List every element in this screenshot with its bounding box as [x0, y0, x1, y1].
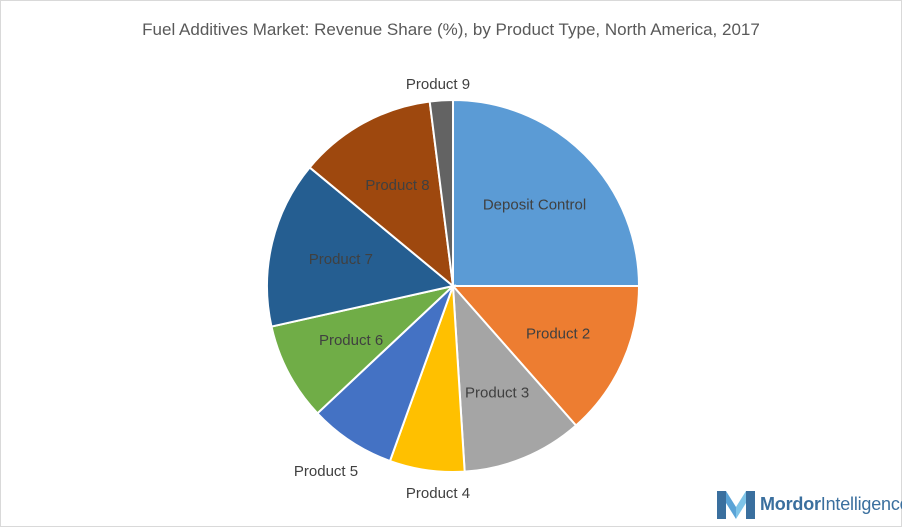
slice-product-6: [270, 284, 457, 415]
label-product-9: Product 9: [406, 76, 470, 93]
label-deposit-control: Deposit Control: [483, 196, 586, 213]
slice-deposit-control: [452, 98, 641, 287]
pie-slices: [266, 98, 641, 473]
label-product-7: Product 7: [309, 251, 373, 268]
slice-product-3: [451, 283, 578, 473]
mordor-logo-icon: [717, 491, 755, 519]
logo-text-intelligence: Intelligence: [820, 493, 902, 514]
pie-labels: Deposit Control Product 2 Product 3 Product…: [294, 76, 590, 502]
slice-product-7: [266, 166, 456, 328]
label-product-6: Product 6: [319, 332, 383, 349]
label-product-3: Product 3: [465, 385, 529, 402]
label-product-4: Product 4: [406, 485, 470, 502]
label-product-2: Product 2: [526, 325, 590, 342]
slice-product-2: [450, 285, 641, 427]
logo-text-mordor: Mordor: [760, 493, 821, 514]
slice-product-9: [428, 98, 454, 287]
label-product-5: Product 5: [294, 463, 358, 480]
slice-product-8: [308, 100, 455, 289]
label-product-8: Product 8: [365, 177, 429, 194]
mordor-intelligence-logo: MordorIntelligence: [717, 489, 902, 519]
chart-title: Fuel Additives Market: Revenue Share (%)…: [142, 20, 760, 39]
